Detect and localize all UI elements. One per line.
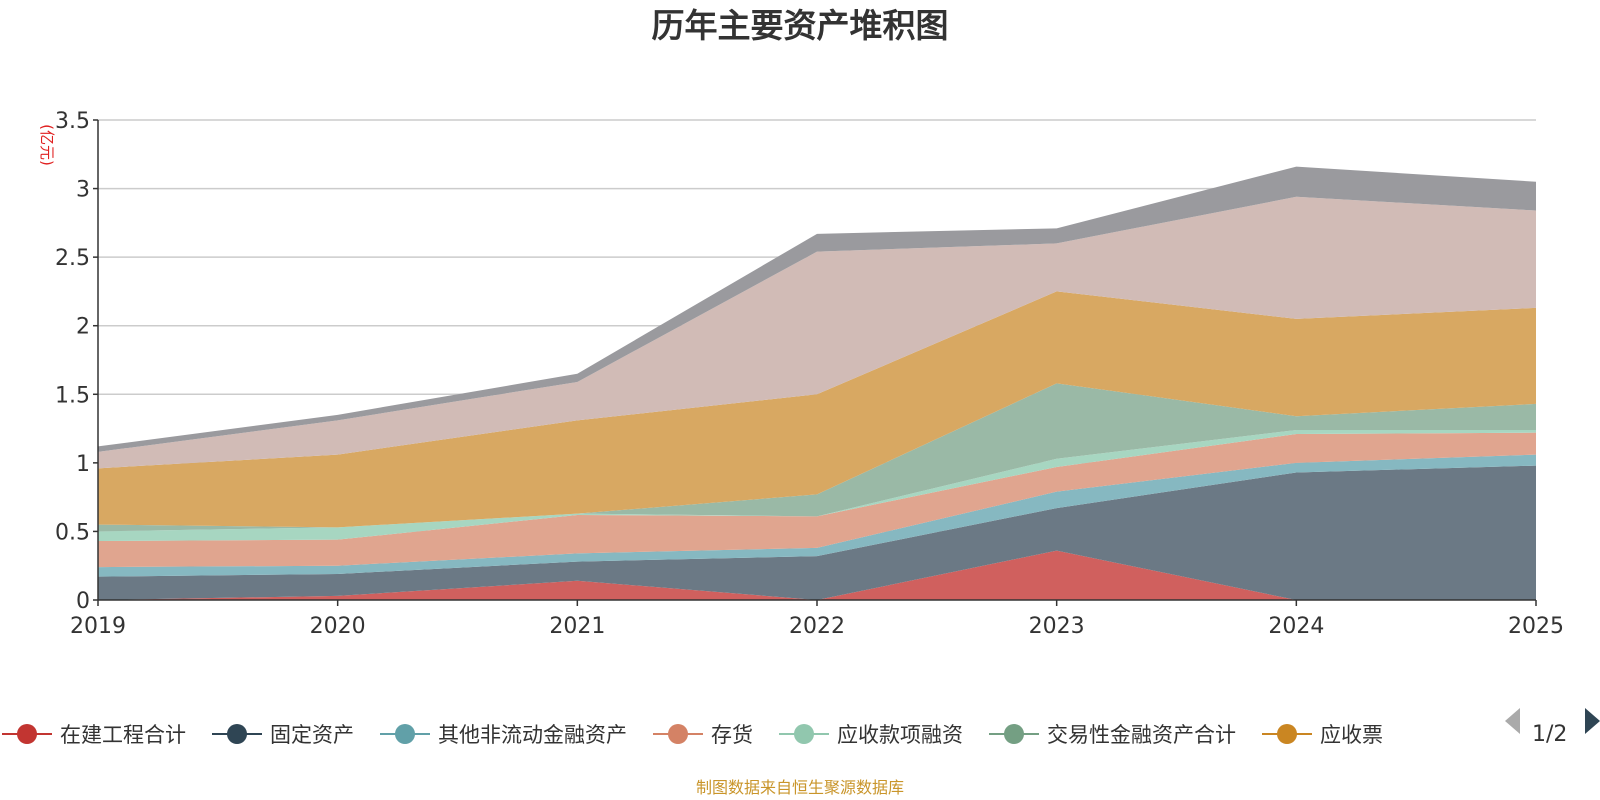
legend-label: 应收票 bbox=[1320, 723, 1383, 747]
chart-title: 历年主要资产堆积图 bbox=[652, 6, 949, 45]
legend-item-0[interactable]: 在建工程合计 bbox=[2, 723, 186, 747]
x-tick-label: 2025 bbox=[1508, 614, 1564, 639]
legend: 在建工程合计 固定资产 其他非流动金融资产 存货 应收款项融资 交易性金融资产合计 应收票 bbox=[2, 723, 1383, 747]
source-note: 制图数据来自恒生聚源数据库 bbox=[696, 778, 904, 797]
legend-next-icon[interactable] bbox=[1585, 708, 1600, 734]
y-tick-label: 2 bbox=[76, 315, 90, 340]
x-tick-label: 2020 bbox=[310, 614, 366, 639]
legend-label: 其他非流动金融资产 bbox=[438, 723, 627, 747]
area-series-0 bbox=[98, 550, 1536, 600]
tick-labels: 0 0.5 1 1.5 2 2.5 3 3.5 2019 2020 2021 2022 2023 2024… bbox=[55, 109, 1564, 639]
legend-item-4[interactable]: 应收款项融资 bbox=[779, 723, 963, 747]
x-tick-label: 2024 bbox=[1268, 614, 1324, 639]
x-tick-label: 2022 bbox=[789, 614, 845, 639]
legend-item-6[interactable]: 应收票 bbox=[1262, 723, 1383, 747]
legend-item-3[interactable]: 存货 bbox=[653, 723, 753, 747]
area-series-8 bbox=[98, 166, 1536, 452]
x-tick-label: 2021 bbox=[549, 614, 605, 639]
legend-marker-icon bbox=[794, 724, 814, 744]
area-series-1 bbox=[98, 465, 1536, 600]
legend-marker-icon bbox=[1277, 724, 1297, 744]
x-tick-label: 2019 bbox=[70, 614, 126, 639]
legend-label: 存货 bbox=[711, 723, 753, 747]
legend-marker-icon bbox=[227, 724, 247, 744]
area-series-7 bbox=[98, 196, 1536, 469]
legend-label: 应收款项融资 bbox=[837, 723, 963, 747]
y-tick-label: 0 bbox=[76, 589, 90, 614]
y-tick-label: 2.5 bbox=[55, 246, 90, 271]
x-tick-label: 2023 bbox=[1029, 614, 1085, 639]
area-series-2 bbox=[98, 454, 1536, 577]
legend-label: 在建工程合计 bbox=[60, 723, 186, 747]
legend-page-text: 1/2 bbox=[1532, 722, 1567, 747]
y-tick-label: 3 bbox=[76, 178, 90, 203]
y-tick-label: 1.5 bbox=[55, 383, 90, 408]
legend-marker-icon bbox=[1004, 724, 1024, 744]
axes bbox=[93, 119, 1537, 606]
series-areas bbox=[98, 166, 1536, 600]
legend-item-5[interactable]: 交易性金融资产合计 bbox=[989, 723, 1236, 747]
legend-label: 交易性金融资产合计 bbox=[1047, 723, 1236, 747]
legend-item-1[interactable]: 固定资产 bbox=[212, 723, 354, 747]
legend-marker-icon bbox=[17, 724, 37, 744]
y-tick-label: 0.5 bbox=[55, 520, 90, 545]
y-tick-label: 1 bbox=[76, 452, 90, 477]
area-series-4 bbox=[98, 429, 1536, 542]
legend-marker-icon bbox=[668, 724, 688, 744]
legend-pager: 1/2 bbox=[1505, 708, 1600, 747]
legend-marker-icon bbox=[395, 724, 415, 744]
area-series-5 bbox=[98, 383, 1536, 532]
legend-item-2[interactable]: 其他非流动金融资产 bbox=[380, 723, 627, 747]
area-series-3 bbox=[98, 432, 1536, 568]
legend-label: 固定资产 bbox=[270, 723, 354, 747]
legend-prev-icon[interactable] bbox=[1505, 708, 1520, 734]
y-unit-label: (亿元) bbox=[38, 124, 56, 166]
y-tick-label: 3.5 bbox=[55, 109, 90, 134]
area-series-6 bbox=[98, 291, 1536, 528]
